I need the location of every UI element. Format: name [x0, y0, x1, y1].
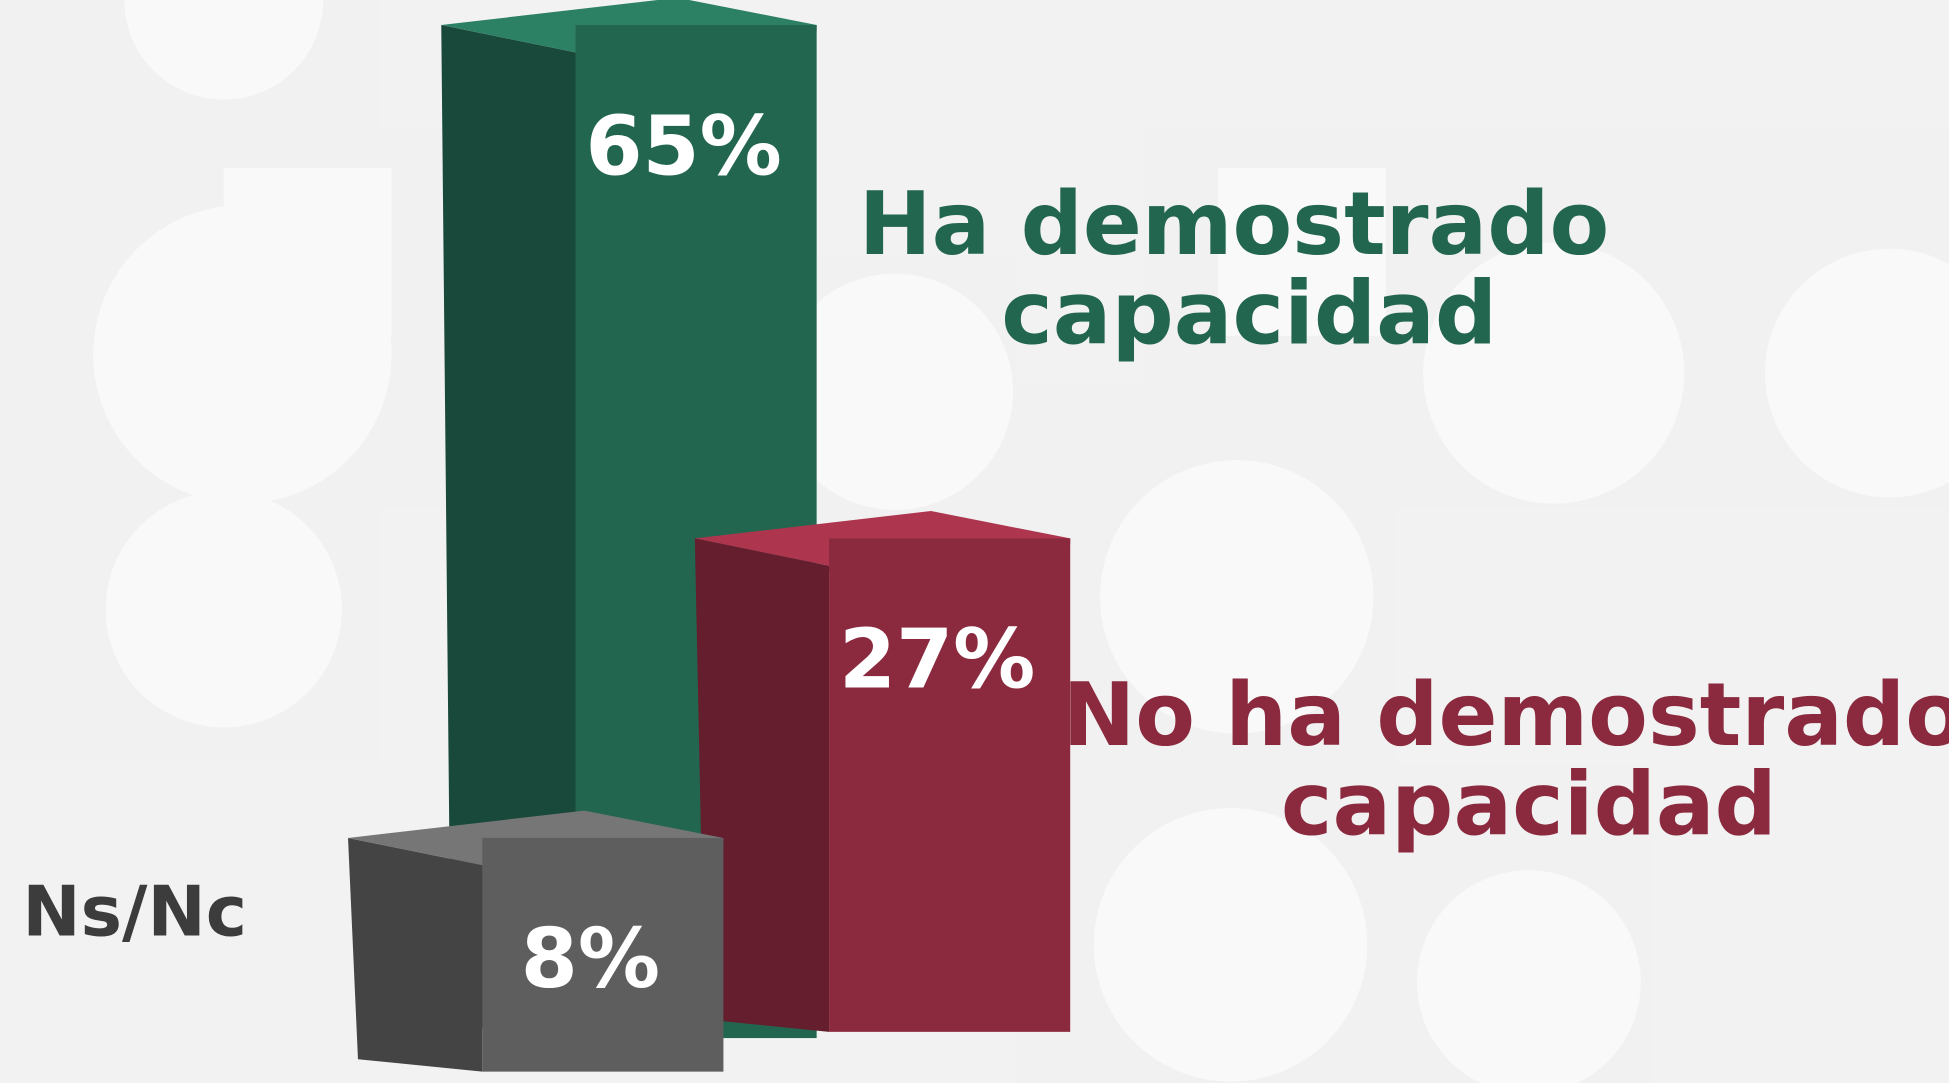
bar-front	[829, 538, 1071, 1032]
bar-front-top	[482, 837, 724, 872]
bar-side	[348, 837, 483, 1072]
bar	[348, 810, 724, 1072]
value-label: 65%	[585, 99, 781, 194]
bar-side	[694, 538, 830, 1032]
category-label: Ns/Nc	[22, 871, 247, 952]
category-label: No ha demostrado capacidad	[1062, 664, 1949, 856]
value-label: 8%	[521, 912, 660, 1007]
value-label: 27%	[839, 613, 1035, 708]
bar-side	[441, 25, 576, 1039]
bar-front	[482, 837, 724, 1072]
bar-front-top	[575, 25, 817, 59]
bar-front-top	[829, 538, 1071, 572]
bar	[694, 511, 1071, 1032]
category-label: Ha demostrado capacidad	[859, 173, 1640, 365]
